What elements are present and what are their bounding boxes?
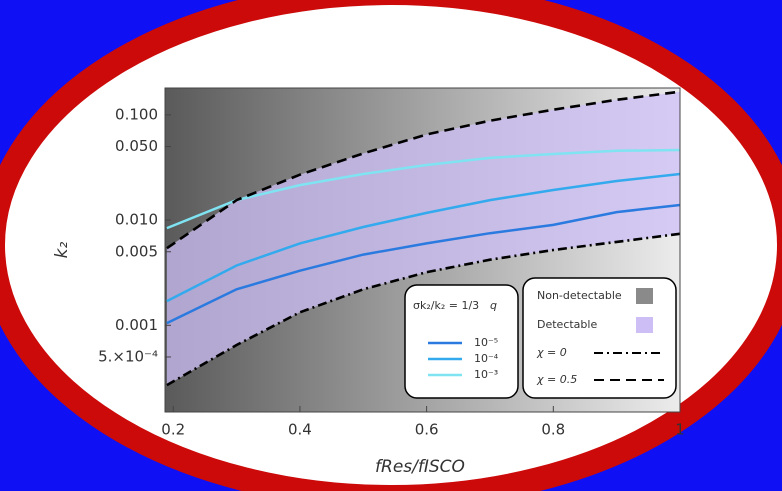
series-line	[166, 90, 680, 250]
x-tick-label: 0.8	[541, 421, 565, 439]
legend-title: σk₂/k₂ = 1/3	[413, 299, 479, 312]
legend-label: χ = 0	[536, 346, 567, 359]
y-tick-label: 0.005	[115, 242, 158, 260]
plot	[166, 90, 680, 387]
legend-box	[404, 284, 519, 399]
legend-label: Detectable	[537, 318, 597, 331]
legend-label: 10⁻⁴	[474, 352, 499, 365]
legend-swatch	[636, 288, 653, 304]
legend: Non-detectable Detectable 10⁻⁵ 10⁻⁴ 10⁻³ χ = …	[428, 288, 664, 386]
y-tick-label: 0.010	[115, 211, 158, 229]
series-line	[166, 148, 680, 230]
x-tick-label: 0.6	[415, 421, 439, 439]
legend-label: Non-detectable	[537, 289, 622, 302]
series-line	[166, 172, 680, 303]
x-axis-label: fRes/fISCO	[375, 457, 465, 477]
axes: 0.2 0.4 0.6 0.8 1 0.100 0.050 0.010 0.005 0.001 5.…	[98, 105, 685, 438]
legend-label: 10⁻⁵	[474, 336, 498, 349]
plot-frame	[164, 87, 681, 413]
y-tick-label: 0.001	[115, 316, 158, 334]
y-axis-label: k₂	[52, 241, 72, 258]
detectable-region	[166, 91, 680, 386]
y-tick-label: 0.050	[115, 137, 158, 155]
x-tick-label: 0.2	[161, 421, 185, 439]
legend-box	[522, 277, 677, 399]
y-tick-label: 5.×10⁻⁴	[98, 347, 158, 365]
legend-column: q	[490, 299, 497, 312]
y-tick-label: 0.100	[115, 105, 158, 123]
legend-label: 10⁻³	[474, 368, 498, 381]
x-tick-label: 0.4	[288, 421, 312, 439]
legend-swatch	[636, 317, 653, 333]
series-line	[166, 203, 680, 325]
legend-label: χ = 0.5	[536, 373, 577, 386]
x-tick-label: 1	[675, 421, 685, 439]
